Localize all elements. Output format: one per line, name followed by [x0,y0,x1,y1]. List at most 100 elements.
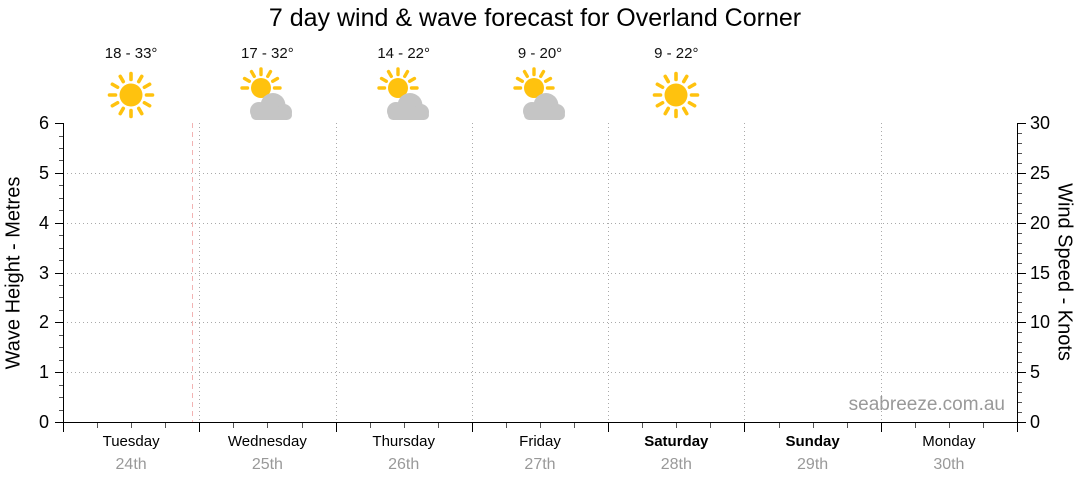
x-axis-tick [233,423,235,428]
left-axis-tick [59,297,63,299]
day-name-label: Thursday [372,433,435,450]
day-date-label: 28th [660,456,692,473]
x-axis-tick [982,423,984,428]
x-axis-tick [63,423,64,432]
x-axis-tick [165,423,167,428]
left-axis-line [63,123,64,423]
left-axis-tick [59,260,63,261]
left-axis-tick [55,422,63,423]
left-tick-label: 6 [38,113,49,133]
x-axis-tick [574,423,576,428]
right-axis-tick [1018,312,1022,314]
left-axis-tick [55,372,63,374]
left-axis-tick [55,222,63,224]
right-axis-tick [1018,422,1026,423]
left-axis-tick [59,247,63,249]
right-axis-tick [1018,162,1022,164]
left-axis-tick [55,123,63,124]
h-gridline [63,222,1017,224]
day-name-label: Tuesday [102,433,160,450]
left-tick-label: 4 [38,212,49,233]
day-date-label: 25th [251,456,283,473]
x-axis-tick [710,423,712,428]
left-axis-tick [55,172,63,174]
right-axis-tick [1018,212,1022,214]
left-tick-label: 0 [38,412,49,432]
right-tick-label: 0 [1030,412,1041,432]
left-tick-label: 5 [38,162,49,183]
partly-cloudy-icon [376,67,432,123]
right-tick-label: 10 [1030,312,1051,333]
x-axis-tick [199,423,201,432]
sunny-icon [648,67,704,123]
day-name-label: Monday [922,433,976,450]
x-axis-tick [642,423,644,428]
left-axis-tick [59,359,63,361]
x-axis-tick [403,423,405,428]
temp-range-label: 9 - 20° [517,45,563,62]
right-axis-tick [1018,352,1022,354]
left-axis-tick [59,384,63,386]
x-axis-tick [540,423,541,428]
temp-range-label: 17 - 32° [241,45,294,62]
right-axis-tick [1018,182,1022,184]
bottom-axis-line [63,422,1018,423]
left-axis-tick [55,322,63,324]
x-axis-tick [608,423,610,432]
right-axis-tick [1018,292,1022,294]
right-axis-tick [1018,302,1022,304]
x-axis-tick [335,423,337,432]
left-axis-tick [59,285,63,286]
left-axis-tick [59,334,63,336]
right-axis-tick [1018,382,1022,384]
v-gridline [471,123,473,422]
x-axis-tick [437,423,439,428]
right-tick-label: 5 [1030,362,1041,383]
right-axis-tick [1018,392,1022,394]
temp-range-label: 14 - 22° [377,45,431,62]
right-axis-line [1017,123,1018,423]
right-axis-tick [1018,332,1022,334]
right-axis-tick [1018,133,1022,134]
x-axis-tick [301,423,303,428]
v-gridline [744,123,746,422]
right-axis-tick [1018,242,1022,244]
x-axis-tick [131,423,133,428]
right-axis-tick [1018,152,1022,154]
chart-title: 7 day wind & wave forecast for Overland … [268,4,802,32]
left-tick-label: 3 [38,262,49,283]
day-name-label: Sunday [785,433,840,450]
right-axis-tick [1018,252,1022,254]
day-name-label: Saturday [644,433,709,450]
right-axis-tick [1018,412,1022,413]
left-axis-tick [59,409,63,411]
day-date-label: 27th [524,456,556,473]
now-marker [192,123,193,422]
left-axis-tick [59,185,63,187]
left-axis-tick [55,272,63,274]
day-name-label: Wednesday [227,433,307,450]
left-axis-tick [59,135,63,137]
x-axis-tick [505,423,507,428]
x-axis-tick [1017,423,1018,432]
day-date-label: 26th [388,456,420,473]
h-gridline [63,272,1017,274]
partly-cloudy-icon [239,67,295,123]
right-axis-tick [1018,362,1022,364]
h-gridline [63,172,1017,174]
x-axis-tick [471,423,473,432]
x-axis-tick [267,423,269,428]
right-tick-label: 30 [1030,113,1051,133]
right-axis-tick [1018,322,1026,324]
left-axis-tick [59,210,63,212]
left-tick-label: 1 [38,362,49,383]
right-axis-tick [1018,123,1026,124]
day-date-label: 24th [115,456,147,473]
right-axis-tick [1018,142,1022,144]
left-axis-tick [59,347,63,349]
right-tick-label: 15 [1030,262,1051,283]
sunny-icon [103,67,159,123]
right-axis-tick [1018,172,1026,174]
left-axis-tick [59,309,63,311]
